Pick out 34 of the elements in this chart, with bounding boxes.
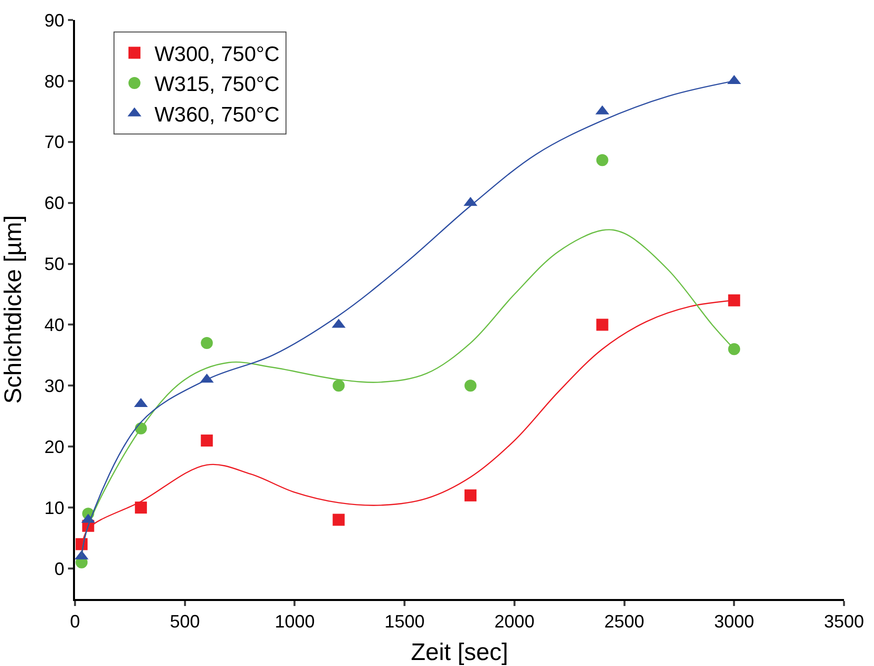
y-tick-label: 60: [44, 193, 64, 214]
y-axis-title: Schichtdicke [µm]: [0, 215, 27, 404]
point: [200, 337, 213, 350]
x-tick-label: 3000: [714, 612, 754, 632]
y-tick-label: 80: [44, 71, 64, 92]
y-tick-label: 0: [54, 558, 64, 579]
x-tick-label: 3500: [824, 612, 864, 632]
point: [134, 502, 147, 514]
legend-label: W315, 750°C: [154, 73, 280, 96]
legend-label: W360, 750°C: [154, 104, 280, 127]
x-tick-label: 2000: [494, 612, 534, 632]
y-tick-label: 20: [44, 436, 64, 457]
x-tick-label: 500: [170, 612, 200, 632]
y-tick-label: 90: [44, 10, 64, 30]
point: [332, 380, 345, 392]
legend-label: W300, 750°C: [154, 42, 280, 66]
point: [596, 154, 608, 166]
y-tick-label: 70: [44, 132, 64, 152]
y-tick-label: 40: [44, 315, 64, 336]
point: [200, 434, 213, 447]
x-tick-label: 2500: [604, 612, 644, 632]
y-tick-label: 10: [44, 498, 64, 518]
point: [728, 294, 740, 306]
x-tick-label: 1500: [384, 612, 425, 632]
point: [596, 318, 608, 331]
point: [464, 380, 476, 392]
y-tick-label: 30: [44, 376, 64, 396]
point: [728, 343, 740, 356]
point: [332, 514, 345, 526]
point: [464, 489, 476, 502]
y-tick-label: 50: [44, 254, 64, 274]
x-axis-title: Zeit [sec]: [410, 639, 508, 666]
x-tick-label: 0: [70, 612, 80, 632]
x-tick-label: 1000: [274, 612, 315, 632]
